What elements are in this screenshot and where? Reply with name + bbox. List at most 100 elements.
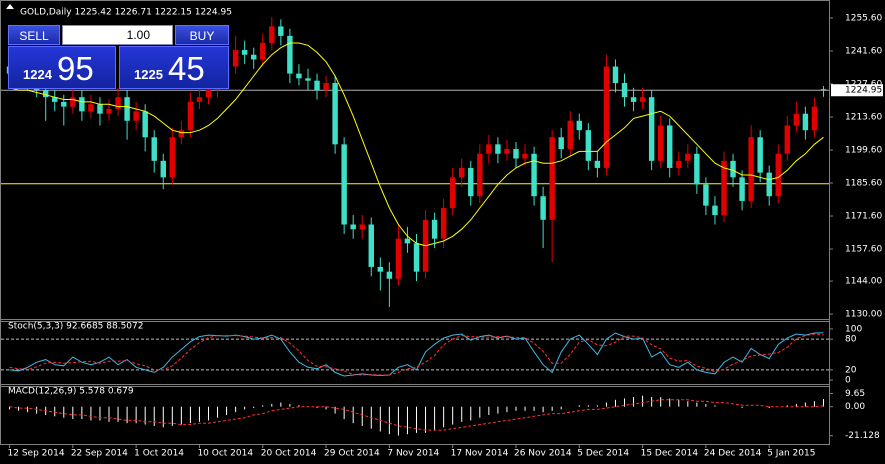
x-tick-label: 29 Oct 2014: [324, 449, 380, 459]
candle-body: [558, 137, 564, 150]
candle-body: [124, 97, 130, 121]
ask-price-major: 1225: [134, 67, 163, 82]
candle-body: [703, 184, 709, 206]
candle-body: [88, 104, 94, 112]
bid-price-major: 1224: [23, 67, 52, 82]
candle-body: [269, 26, 275, 43]
x-tick-label: 22 Sep 2014: [71, 449, 128, 459]
candle-body: [784, 125, 791, 154]
candle-body: [115, 97, 121, 109]
candle-body: [341, 144, 347, 225]
candle-body: [404, 238, 411, 244]
candle-body: [169, 137, 176, 178]
bid-price[interactable]: 1224 95: [8, 46, 116, 89]
x-tick-label: 1 Oct 2014: [134, 449, 184, 459]
candle-body: [793, 113, 800, 126]
candle-body: [522, 153, 528, 159]
candle-body: [603, 66, 610, 168]
y-tick-label: 1130.00: [845, 310, 882, 320]
candle-body: [802, 113, 809, 131]
panel-frame: [0, 319, 830, 387]
y-tick-label: 1241.60: [845, 46, 882, 56]
candle-body: [549, 137, 555, 220]
candle-body: [332, 83, 338, 145]
candle-body: [820, 89, 827, 91]
candle-body: [440, 208, 447, 239]
candle-body: [287, 35, 293, 74]
candle-body: [97, 104, 103, 114]
buy-button[interactable]: BUY: [175, 25, 229, 45]
candle-body: [296, 73, 302, 79]
x-tick-label: 10 Oct 2014: [197, 449, 253, 459]
candle-body: [504, 149, 510, 154]
candle-body: [486, 144, 492, 154]
candle-body: [757, 137, 763, 173]
x-tick-label: 17 Nov 2014: [451, 449, 509, 459]
candle-body: [79, 97, 85, 112]
candle-body: [639, 97, 646, 102]
candle-body: [477, 153, 483, 197]
ask-price[interactable]: 1225 45: [119, 46, 229, 89]
indicator-title: MACD(12,26,9) 5.578 0.679: [8, 387, 134, 397]
candle-body: [775, 153, 781, 197]
y-tick-label: 0.00: [845, 402, 865, 412]
x-tick-label: 12 Sep 2014: [8, 449, 65, 459]
candle-body: [694, 153, 700, 185]
candle-body: [323, 83, 329, 91]
sell-button[interactable]: SELL: [8, 25, 60, 45]
current-price-label: 1224.95: [845, 86, 882, 96]
candle-body: [459, 167, 465, 178]
y-tick-label: 1213.60: [845, 112, 882, 122]
candle-body: [160, 160, 166, 178]
x-tick-label: 26 Nov 2014: [514, 449, 572, 459]
y-tick-label: 1144.00: [845, 277, 882, 287]
y-tick-label: 1185.60: [845, 179, 882, 189]
panel-frame: [0, 384, 830, 445]
x-tick-label: 15 Dec 2014: [641, 449, 699, 459]
stochastic-line: [9, 332, 824, 377]
candle-body: [540, 196, 546, 220]
candle-body: [196, 97, 203, 102]
bid-price-pips: 95: [57, 50, 94, 87]
candle-body: [350, 224, 356, 230]
lots-input[interactable]: 1.00: [62, 25, 173, 45]
candle-body: [70, 97, 76, 107]
y-tick-label: 100: [845, 324, 862, 334]
candle-body: [748, 137, 754, 201]
indicator-title: Stoch(5,3,3) 92.6685 88.5072: [8, 322, 143, 332]
y-tick-label: 1255.60: [845, 13, 882, 23]
candle-body: [205, 90, 212, 98]
candle-body: [413, 243, 420, 272]
candle-body: [386, 271, 393, 279]
candle-body: [395, 238, 402, 279]
candle-body: [630, 97, 637, 102]
current-price-box: [831, 84, 883, 97]
candle-body: [531, 153, 537, 197]
candle-body: [305, 78, 311, 81]
candle-body: [468, 167, 474, 197]
candle-body: [232, 50, 239, 67]
y-tick-label: 0: [845, 376, 851, 386]
candle-body: [133, 111, 139, 121]
y-tick-label: -21.128: [845, 431, 880, 441]
indicator-title: GOLD,Daily 1225.42 1226.71 1222.15 1224.…: [20, 8, 232, 18]
candle-body: [187, 101, 194, 131]
candle-body: [612, 66, 619, 84]
candle-body: [42, 90, 49, 98]
y-tick-label: 20: [845, 365, 857, 375]
y-tick-label: 1199.60: [845, 146, 882, 156]
ask-price-pips: 45: [168, 50, 205, 87]
candle-body: [278, 26, 284, 36]
candle-body: [739, 177, 745, 201]
candle-body: [594, 160, 601, 168]
x-tick-label: 5 Jan 2015: [767, 449, 815, 459]
candle-body: [766, 172, 772, 197]
candle-body: [250, 54, 257, 60]
candle-body: [260, 42, 266, 60]
candle-body: [657, 125, 664, 161]
candle-body: [314, 80, 320, 91]
candle-body: [368, 224, 374, 267]
y-tick-label: 1157.60: [845, 245, 882, 255]
